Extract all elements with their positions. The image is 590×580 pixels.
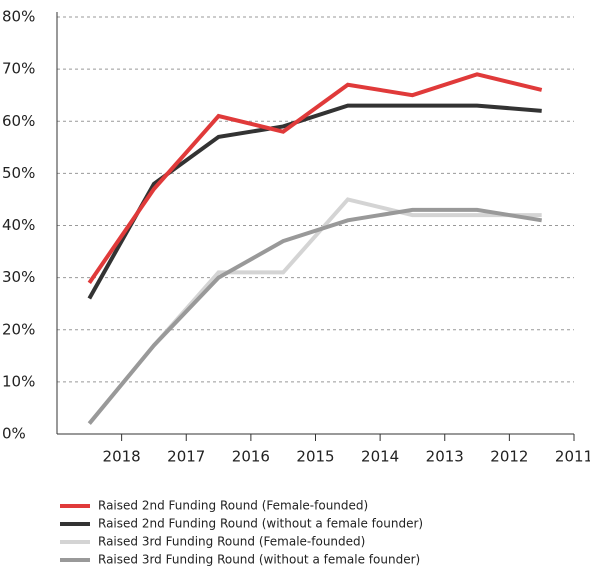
series-line [87, 72, 543, 284]
series-line [87, 103, 542, 300]
y-tick-label: 30% [2, 268, 35, 286]
y-tick-label: 60% [2, 112, 35, 130]
x-tick-label: 2016 [232, 448, 270, 466]
y-tick-label: 70% [2, 60, 35, 78]
y-tick-label: 40% [2, 216, 35, 234]
x-tick-label: 2018 [103, 448, 141, 466]
legend-label: Raised 3rd Funding Round (without a fema… [98, 553, 420, 567]
x-tick-label: 2011 [555, 448, 590, 466]
x-tick-label: 2012 [490, 448, 528, 466]
legend-label: Raised 2nd Funding Round (Female-founded… [98, 499, 368, 513]
series-line [87, 207, 543, 425]
y-tick-label: 20% [2, 320, 35, 338]
y-tick-label: 10% [2, 372, 35, 390]
x-tick-label: 2017 [167, 448, 205, 466]
y-tick-label: 0% [2, 425, 26, 443]
legend-label: Raised 2nd Funding Round (without a fema… [98, 517, 423, 531]
series-line [87, 197, 542, 425]
x-tick-label: 2014 [361, 448, 399, 466]
y-tick-label: 50% [2, 164, 35, 182]
x-tick-label: 2013 [426, 448, 464, 466]
legend-label: Raised 3rd Funding Round (Female-founded… [98, 535, 365, 549]
y-tick-label: 80% [2, 8, 35, 26]
x-tick-label: 2015 [296, 448, 334, 466]
